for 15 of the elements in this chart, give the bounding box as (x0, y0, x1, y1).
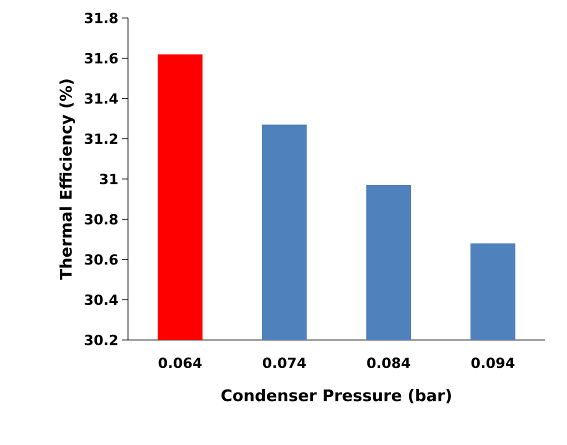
y-tick-label: 31.8 (84, 12, 118, 24)
y-axis-title: Thermal Efficiency (%) (59, 80, 76, 280)
x-tick-label: 0.064 (158, 358, 202, 368)
y-tick-label: 31.6 (84, 52, 118, 64)
y-tick-label: 30.8 (84, 214, 118, 225)
y-tick-label: 31.4 (84, 93, 118, 104)
x-tick-label: 0.084 (367, 358, 410, 368)
y-tick-label: 31.2 (84, 133, 118, 144)
x-tick-label: 0.074 (262, 358, 306, 368)
x-tick-label: 0.094 (471, 358, 514, 368)
y-tick-label: 31 (100, 174, 118, 184)
y-tick-label: 30.2 (84, 334, 118, 346)
y-tick-label: 30.6 (84, 254, 118, 265)
y-tick-label: 30.4 (84, 294, 118, 306)
x-axis-title: Condenser Pressure (bar) (221, 388, 451, 404)
